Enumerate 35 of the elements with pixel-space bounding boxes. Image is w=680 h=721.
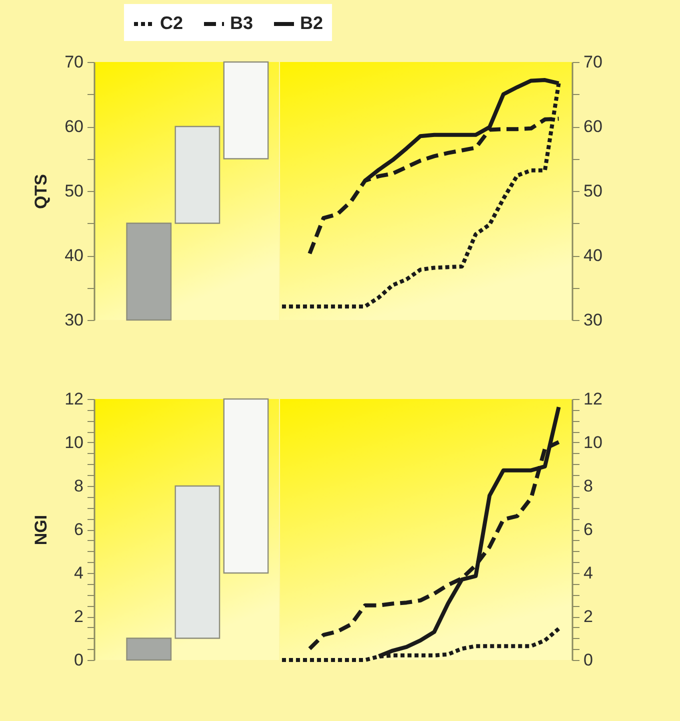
y-tick-label: 60 <box>584 117 602 136</box>
y-tick-label: 30 <box>64 310 84 330</box>
y-tick-label: 12 <box>584 390 602 408</box>
y-tick-label: 30 <box>584 310 602 330</box>
bar <box>223 398 269 574</box>
y-axis-title: NGI <box>32 514 51 546</box>
y-tick-label: 10 <box>584 433 602 452</box>
y-tick-label: 2 <box>584 607 593 626</box>
y-axis-title: QTS <box>32 174 51 209</box>
y-tick-label: 0 <box>74 650 84 670</box>
y-tick-label: 0 <box>584 650 593 670</box>
y-tick-label: 40 <box>584 246 602 265</box>
y-tick-label: 8 <box>584 476 593 496</box>
legend-label: B2 <box>300 13 324 33</box>
bar <box>126 222 172 321</box>
y-tick-label: 50 <box>64 182 84 200</box>
y-tick-label: 50 <box>584 182 602 200</box>
y-tick-label: 10 <box>64 433 84 452</box>
y-tick-label: 70 <box>584 52 602 72</box>
legend-label: C2 <box>160 13 184 33</box>
bar <box>174 126 220 224</box>
y-tick-label: 4 <box>74 564 84 582</box>
bar <box>223 61 269 160</box>
y-tick-label: 12 <box>64 390 84 408</box>
bar <box>126 638 172 661</box>
y-tick-label: 2 <box>74 607 84 626</box>
y-tick-label: 6 <box>74 520 84 539</box>
y-tick-label: 8 <box>74 476 84 496</box>
y-tick-label: 4 <box>584 564 593 582</box>
y-tick-label: 40 <box>64 246 84 265</box>
y-tick-label: 6 <box>584 520 593 539</box>
bar <box>174 485 220 639</box>
y-tick-label: 60 <box>64 117 84 136</box>
y-tick-label: 70 <box>64 52 84 72</box>
legend-label: B3 <box>230 13 254 33</box>
